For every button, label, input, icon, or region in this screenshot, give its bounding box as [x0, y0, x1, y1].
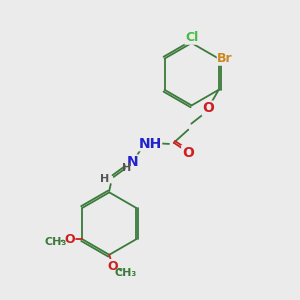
Text: O: O — [64, 233, 75, 246]
Text: H: H — [122, 163, 131, 173]
Text: O: O — [182, 146, 194, 160]
Text: NH: NH — [138, 136, 162, 151]
Text: Cl: Cl — [185, 31, 198, 44]
Text: Br: Br — [218, 52, 233, 65]
Text: N: N — [126, 155, 138, 169]
Text: O: O — [107, 260, 118, 273]
Text: H: H — [100, 174, 109, 184]
Text: CH₃: CH₃ — [45, 236, 67, 247]
Text: CH₃: CH₃ — [114, 268, 136, 278]
Text: O: O — [202, 101, 214, 115]
